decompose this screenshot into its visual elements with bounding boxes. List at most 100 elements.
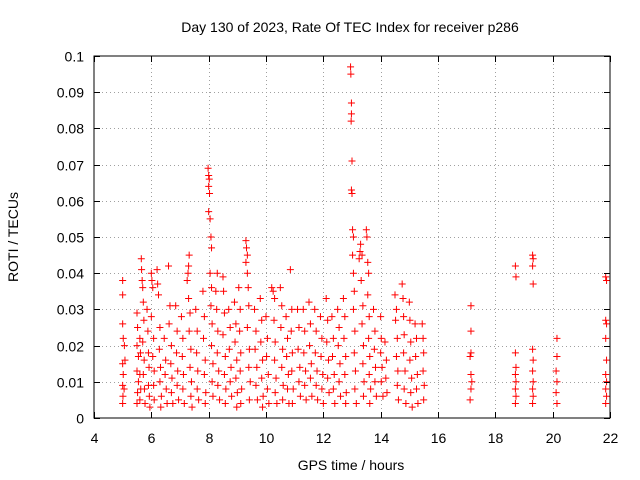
data-point [242, 237, 250, 245]
x-tick-label: 16 [431, 430, 447, 446]
data-point [155, 345, 163, 353]
data-point [312, 381, 320, 389]
data-point [265, 400, 273, 408]
data-point [251, 345, 259, 353]
data-point [314, 396, 322, 404]
data-point [322, 295, 330, 303]
y-tick-label: 0.03 [57, 302, 84, 318]
data-point [466, 352, 474, 360]
data-point [284, 334, 291, 342]
data-point [357, 276, 365, 284]
data-point [512, 273, 520, 281]
data-point [145, 392, 153, 400]
data-point [262, 313, 270, 321]
data-point [195, 396, 203, 404]
data-point [201, 400, 209, 408]
data-point [221, 400, 229, 408]
y-tick-label: 0.05 [57, 230, 84, 246]
data-point [329, 334, 337, 342]
data-point [156, 378, 164, 386]
data-point [602, 316, 610, 324]
data-point [365, 334, 373, 342]
data-point [301, 381, 309, 389]
data-point [407, 338, 415, 346]
data-point [287, 327, 295, 335]
data-point [365, 269, 373, 277]
data-point [383, 389, 391, 397]
data-point [208, 284, 216, 292]
data-point [419, 367, 427, 375]
data-point [382, 356, 390, 364]
y-tick-label: 0.08 [57, 121, 84, 137]
data-point [148, 276, 156, 284]
data-point [296, 392, 304, 400]
data-point [311, 305, 319, 313]
data-point [133, 367, 141, 375]
data-point [362, 226, 370, 234]
data-point [392, 352, 400, 360]
data-point [278, 302, 286, 310]
data-point [366, 352, 374, 360]
data-point [407, 389, 415, 397]
data-point [119, 334, 127, 342]
data-point [178, 352, 186, 360]
data-point [276, 284, 284, 292]
data-point [329, 385, 337, 393]
data-point [413, 371, 421, 379]
data-point [365, 313, 373, 321]
data-point [295, 378, 303, 386]
data-point [552, 367, 560, 375]
data-point [364, 291, 372, 299]
data-point [150, 381, 158, 389]
data-point [264, 371, 272, 379]
data-point [603, 276, 611, 284]
data-point [347, 117, 355, 125]
data-point [323, 338, 331, 346]
data-point [153, 266, 161, 274]
data-point [138, 276, 146, 284]
data-point [311, 349, 319, 357]
data-point [120, 342, 128, 350]
data-point [185, 295, 193, 303]
data-point [529, 280, 537, 288]
y-tick-label: 0 [76, 411, 84, 427]
data-point [360, 378, 368, 386]
data-point [393, 334, 401, 342]
y-tick-labels: 0 0.01 0.02 0.03 0.04 0.05 0.06 0.07 0.08 0.09 0.1 [57, 49, 84, 427]
data-point [256, 295, 264, 303]
data-point [351, 385, 359, 393]
data-point [302, 367, 310, 375]
data-point [319, 371, 327, 379]
data-point [511, 400, 519, 408]
data-point [418, 320, 426, 328]
data-point [279, 381, 287, 389]
data-point [213, 269, 221, 277]
data-point [226, 378, 234, 386]
data-point [334, 342, 342, 350]
data-point [348, 157, 356, 165]
data-point [269, 287, 277, 295]
data-point [204, 164, 212, 172]
data-point [237, 349, 245, 357]
data-point [359, 360, 367, 368]
data-point [145, 363, 153, 371]
data-point [359, 342, 367, 350]
data-point [529, 262, 537, 270]
data-point [334, 305, 342, 313]
data-point [277, 324, 285, 331]
data-point [378, 363, 386, 371]
data-point [529, 385, 537, 393]
data-point [400, 385, 408, 393]
data-point [467, 349, 475, 357]
data-point [193, 327, 201, 335]
data-point [156, 324, 164, 331]
data-point [243, 324, 251, 331]
data-point [349, 305, 357, 313]
data-point [603, 320, 611, 328]
data-point [306, 342, 314, 350]
data-point [411, 320, 419, 328]
data-point [313, 367, 321, 375]
data-point [271, 389, 279, 397]
data-point [408, 374, 416, 382]
